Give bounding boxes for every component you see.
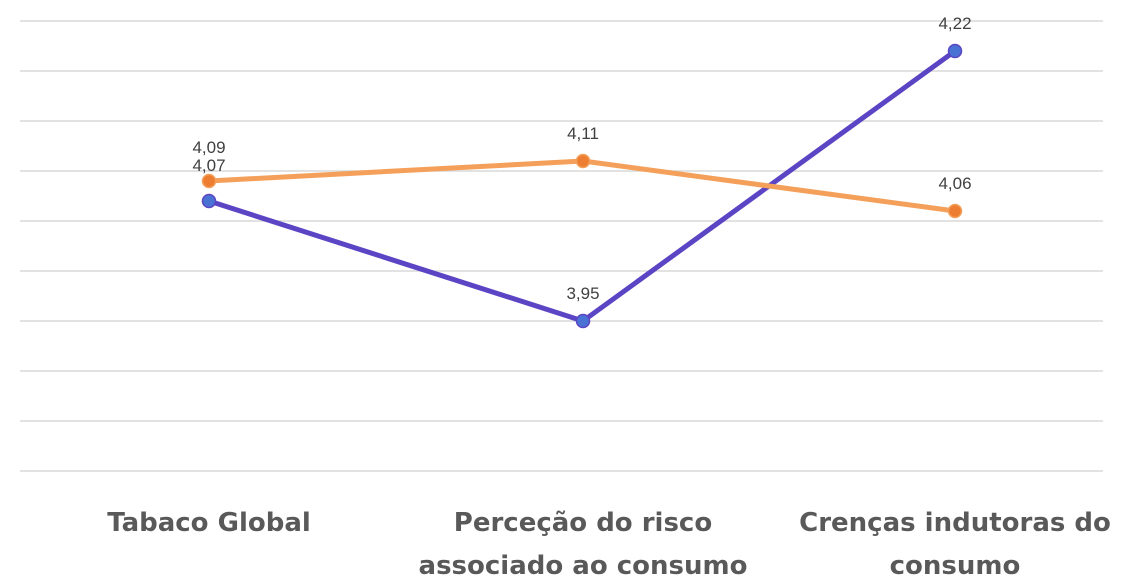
data-label-s1-1: 4,07 bbox=[192, 156, 225, 175]
category-label-3-line-1: Crenças indutoras do bbox=[799, 508, 1111, 538]
data-labels: 4,07 3,95 4,22 4,09 4,11 4,06 bbox=[192, 14, 971, 303]
data-points bbox=[201, 43, 963, 329]
data-label-s2-1: 4,09 bbox=[192, 138, 225, 157]
data-point-s1-3 bbox=[947, 43, 963, 59]
category-label-2-line-1: Perceção do risco bbox=[454, 508, 712, 538]
series-line-2 bbox=[206, 158, 958, 214]
category-labels: Tabaco Global Perceção do risco associado … bbox=[107, 508, 1111, 580]
series-line-1 bbox=[206, 48, 958, 324]
category-label-2-line-2: associado ao consumo bbox=[419, 551, 748, 580]
gridlines bbox=[20, 20, 1103, 472]
data-point-s2-2 bbox=[575, 153, 591, 169]
data-label-s1-2: 3,95 bbox=[566, 284, 599, 303]
category-label-1-line-1: Tabaco Global bbox=[107, 508, 311, 538]
data-label-s2-2: 4,11 bbox=[567, 124, 599, 143]
category-label-3-line-2: consumo bbox=[890, 551, 1021, 580]
data-label-s2-3: 4,06 bbox=[938, 174, 971, 193]
data-point-s1-1 bbox=[201, 193, 217, 209]
series-lines bbox=[206, 48, 958, 324]
data-point-s2-1 bbox=[201, 173, 217, 189]
data-point-s2-3 bbox=[947, 203, 963, 219]
data-point-s1-2 bbox=[575, 313, 591, 329]
data-label-s1-3: 4,22 bbox=[938, 14, 971, 33]
